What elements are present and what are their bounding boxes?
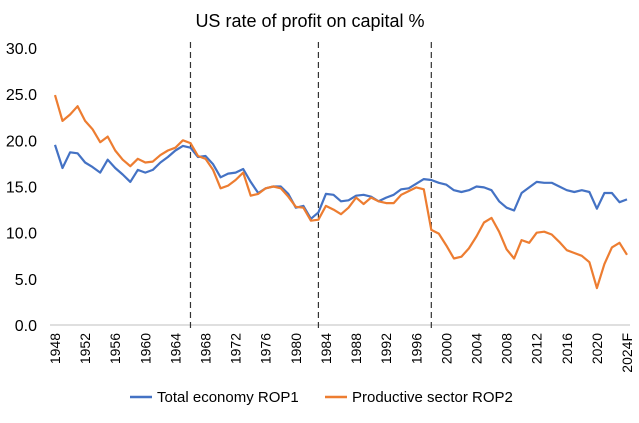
y-tick-label: 5.0 xyxy=(15,272,37,289)
x-tick-label: 1960 xyxy=(137,333,153,364)
x-tick-label: 1980 xyxy=(288,333,304,364)
chart-title: US rate of profit on capital % xyxy=(195,11,424,31)
x-tick-label: 2008 xyxy=(499,333,515,364)
legend: Total economy ROP1 Productive sector ROP2 xyxy=(130,389,513,406)
x-tick-label: 2004 xyxy=(468,333,484,364)
x-tick-label: 1996 xyxy=(408,333,424,364)
x-tick-label: 2000 xyxy=(438,333,454,364)
x-tick-label: 1968 xyxy=(198,333,214,364)
x-tick-label: 1964 xyxy=(167,333,183,364)
x-tick-label: 2016 xyxy=(559,333,575,364)
y-tick-label: 25.0 xyxy=(6,87,37,104)
x-tick-label: 2024F xyxy=(619,333,635,373)
x-tick-label: 1948 xyxy=(47,333,63,364)
x-tick-label: 1984 xyxy=(318,333,334,364)
y-axis: 0.0 5.0 10.0 15.0 20.0 25.0 30.0 xyxy=(6,41,37,335)
y-tick-label: 20.0 xyxy=(6,133,37,150)
legend-label: Total economy ROP1 xyxy=(157,389,299,406)
period-dividers xyxy=(189,42,432,330)
x-tick-label: 1972 xyxy=(228,333,244,364)
series-line-1 xyxy=(53,144,628,220)
y-tick-label: 0.0 xyxy=(15,318,37,335)
x-axis: 1948 1952 1956 1960 1964 1968 1972 1976 1980 1984… xyxy=(47,333,635,373)
x-tick-label: 1976 xyxy=(258,333,274,364)
x-tick-label: 1988 xyxy=(348,333,364,364)
series-lines xyxy=(53,94,628,290)
x-tick-label: 1956 xyxy=(107,333,123,364)
x-tick-label: 1992 xyxy=(378,333,394,364)
series-line-2 xyxy=(53,94,628,290)
x-tick-label: 2012 xyxy=(529,333,545,364)
x-tick-label: 1952 xyxy=(77,333,93,364)
x-tick-label: 2020 xyxy=(589,333,605,364)
legend-label: Productive sector ROP2 xyxy=(352,389,513,406)
y-tick-label: 30.0 xyxy=(6,41,37,58)
y-tick-label: 15.0 xyxy=(6,180,37,197)
y-tick-label: 10.0 xyxy=(6,226,37,243)
